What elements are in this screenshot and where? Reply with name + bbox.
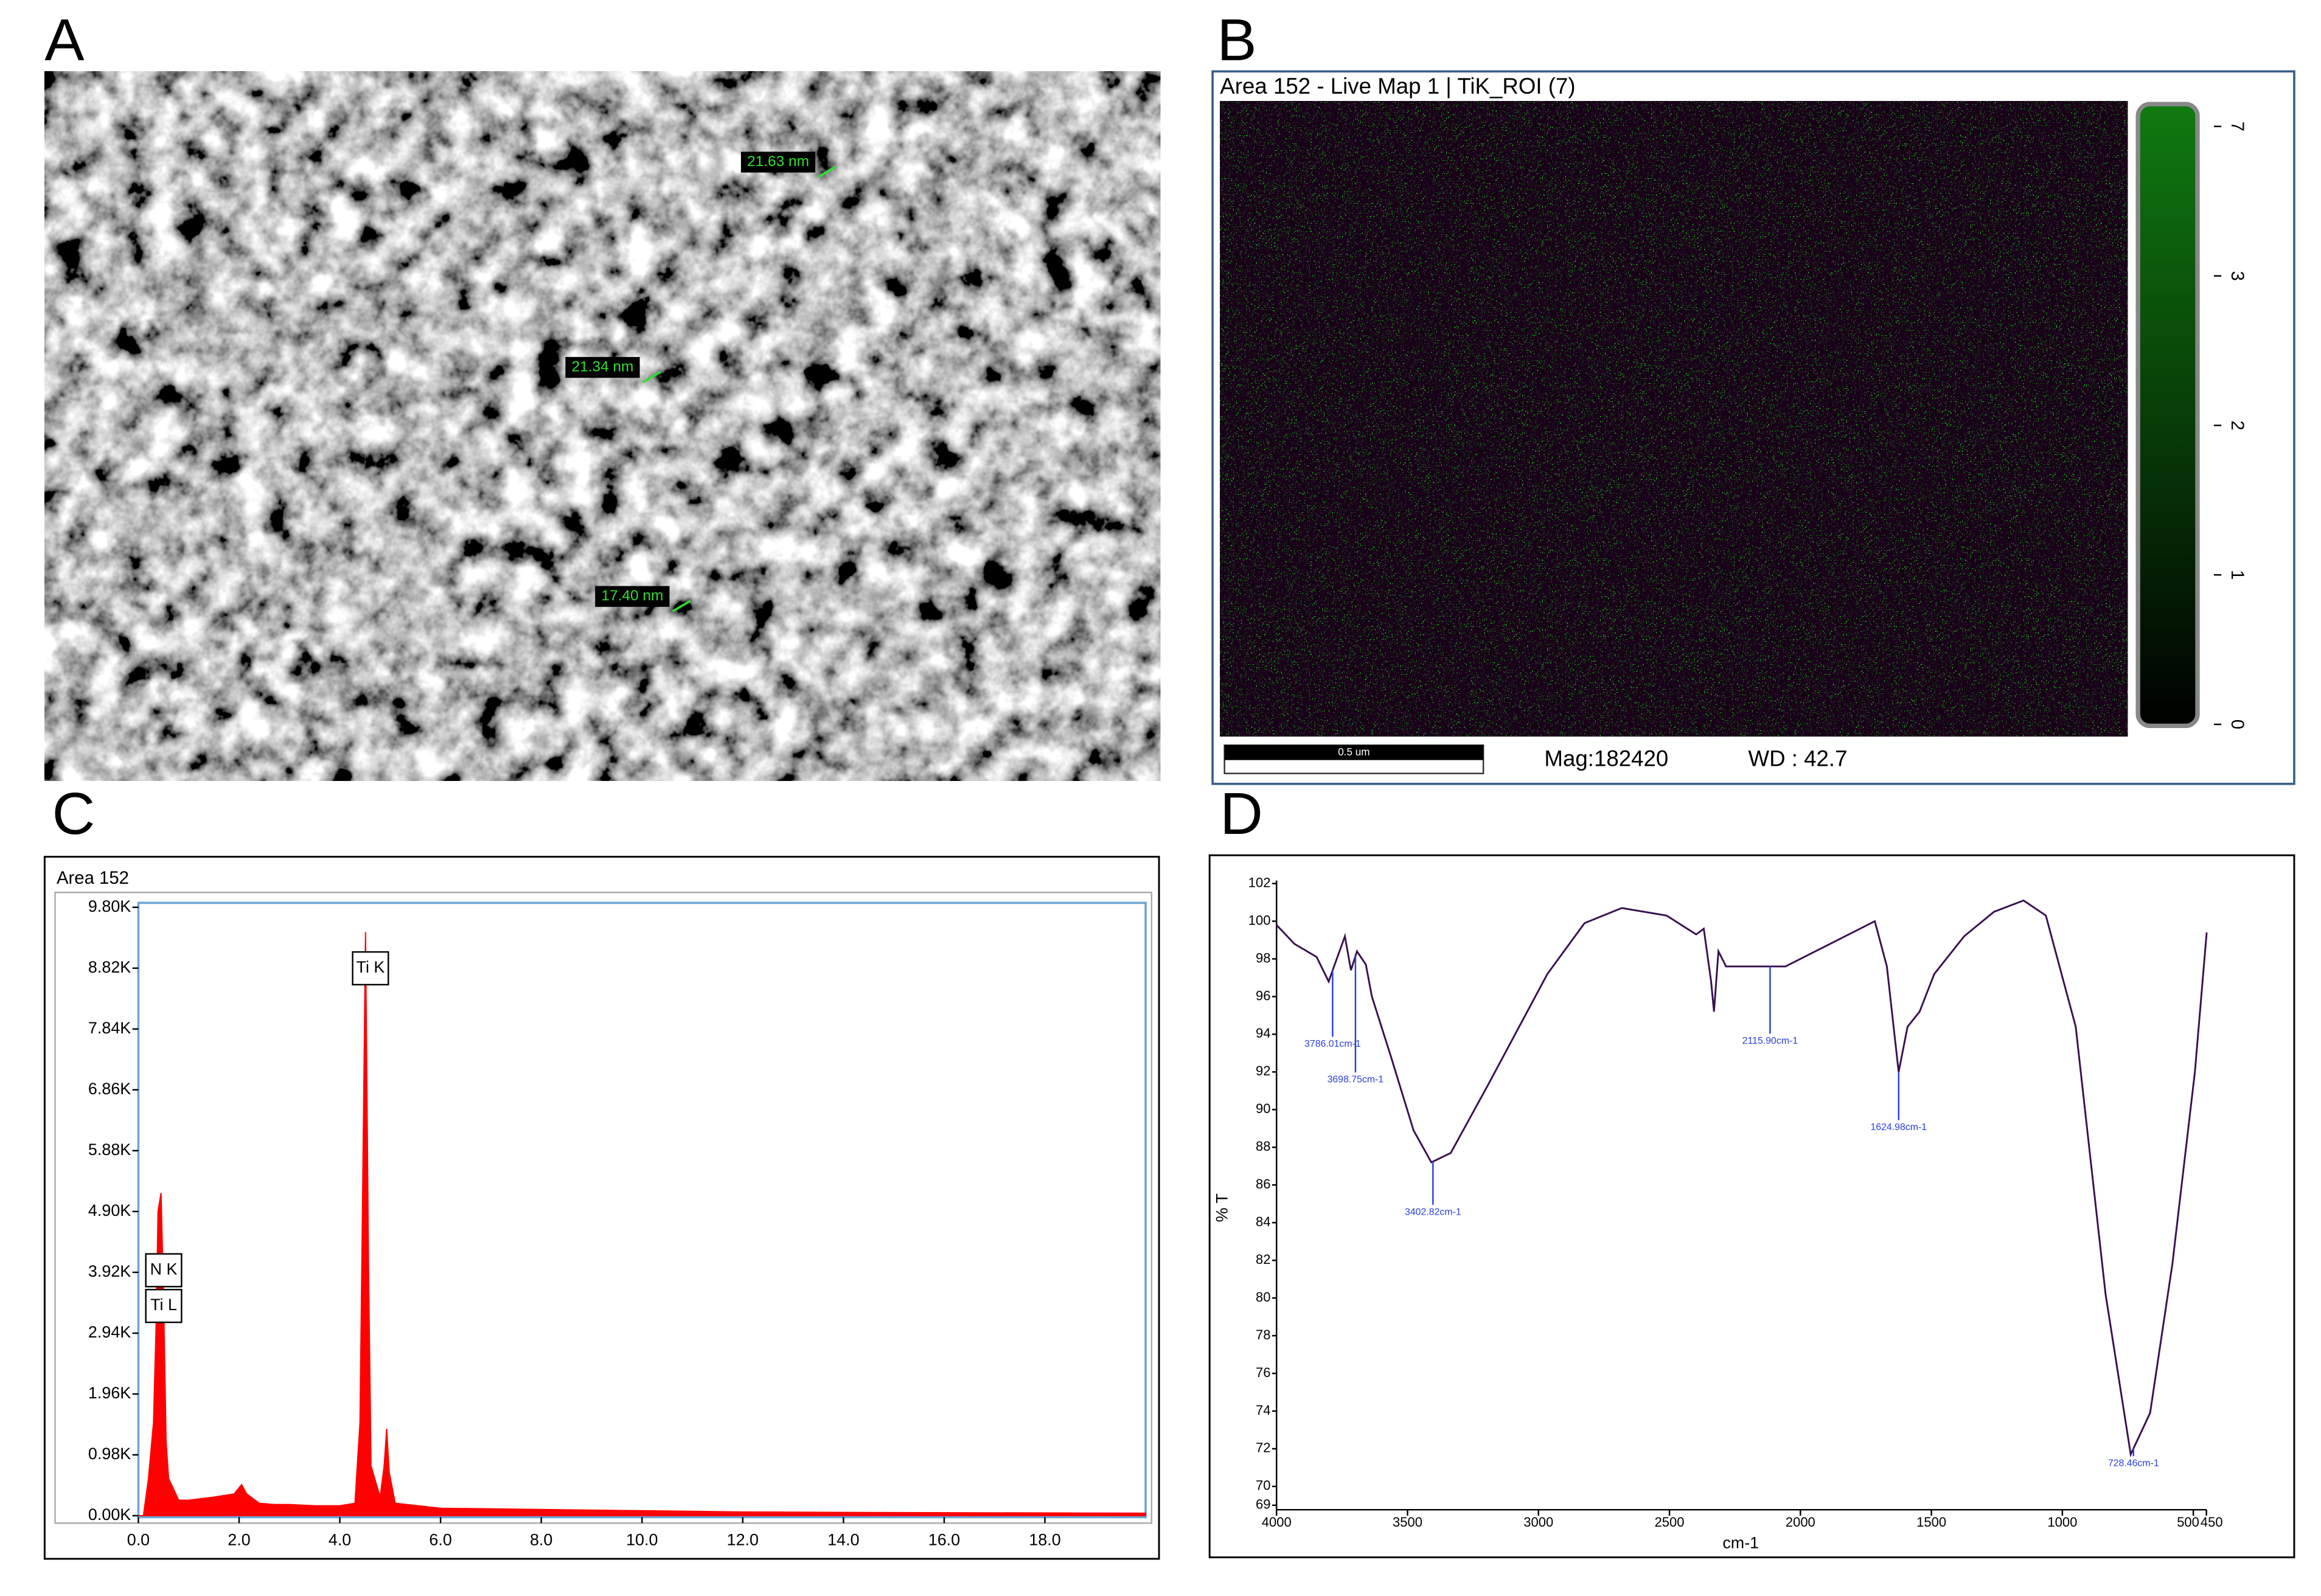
x-tick-label: 18.0 [1029, 1531, 1060, 1549]
y-tick-label: 2.94K [88, 1323, 131, 1341]
x-tick-label: 12.0 [727, 1531, 759, 1549]
peak-label: N K [150, 1260, 178, 1279]
x-tick-label: 450 [2201, 1514, 2223, 1530]
scale-bar [1224, 745, 1484, 760]
y-tick-label: 7.84K [88, 1019, 131, 1037]
panel-label: A [44, 6, 85, 73]
x-tick-label: 2000 [1786, 1514, 1815, 1530]
x-tick-label: 4000 [1262, 1514, 1292, 1530]
colorbar-tick-label: 2 [2227, 420, 2247, 430]
x-tick-label: 2.0 [228, 1531, 250, 1549]
measurement-label: 21.34 nm [571, 358, 633, 375]
spectrum-line [1276, 899, 2208, 1458]
y-tick-label: 4.90K [88, 1201, 131, 1220]
peak-label: Ti L [150, 1296, 177, 1314]
y-tick-label: 96 [1256, 988, 1270, 1003]
y-tick-label: 88 [1256, 1139, 1270, 1154]
measurement-line [672, 600, 691, 612]
y-tick-label: 76 [1256, 1365, 1270, 1380]
y-tick-label: 90 [1256, 1101, 1270, 1116]
peak-label: 3698.75cm-1 [1328, 1075, 1384, 1085]
colorbar-tick-label: 1 [2227, 570, 2247, 580]
y-tick-label: 92 [1256, 1063, 1270, 1078]
chart-title: Area 152 [57, 868, 129, 888]
y-tick-label: 84 [1256, 1214, 1270, 1229]
y-tick-label: 9.80K [88, 897, 131, 915]
y-tick-label: 0.98K [88, 1445, 131, 1463]
measurement-label: 17.40 nm [601, 588, 663, 604]
x-tick-label: 0.0 [127, 1531, 150, 1549]
y-tick-label: 5.88K [88, 1140, 131, 1159]
x-tick-label: 1500 [1916, 1514, 1946, 1530]
measurement-label: 21.63 nm [747, 153, 809, 170]
scale-bar-label: 0.5 um [1338, 746, 1369, 758]
sem-image [44, 71, 1161, 781]
x-axis-label: cm-1 [1722, 1534, 1759, 1552]
y-tick-label: 100 [1248, 912, 1271, 928]
y-tick-label: 8.82K [88, 958, 131, 976]
y-tick-label: 94 [1256, 1025, 1270, 1041]
y-tick-label: 69 [1256, 1497, 1270, 1512]
colorbar-tick-label: 3 [2227, 271, 2247, 280]
map-title: Area 152 - Live Map 1 | TiK_ROI (7) [1220, 74, 1575, 99]
panel-label: C [52, 780, 96, 847]
x-tick-label: 4.0 [329, 1531, 351, 1549]
measurement-line [818, 165, 837, 178]
peak-box [145, 1289, 183, 1324]
y-tick-label: 98 [1256, 950, 1270, 965]
measurement-line [642, 370, 661, 384]
x-tick-label: 3000 [1523, 1514, 1553, 1530]
y-tick-label: 70 [1256, 1478, 1270, 1493]
map-image [1220, 101, 2128, 737]
x-tick-label: 16.0 [928, 1531, 960, 1549]
measurement-box [565, 356, 640, 378]
x-tick-label: 1000 [2047, 1514, 2077, 1530]
x-tick-label: 2500 [1655, 1514, 1685, 1530]
colorbar [2135, 102, 2200, 729]
y-tick-label: 78 [1256, 1327, 1270, 1342]
measurement-box [595, 586, 670, 607]
y-tick-label: 1.96K [88, 1384, 131, 1402]
x-tick-label: 8.0 [530, 1531, 552, 1549]
x-tick-label: 14.0 [827, 1531, 859, 1549]
measurement-box [740, 151, 816, 173]
x-tick-label: 6.0 [429, 1531, 451, 1549]
magnification: Mag:182420 [1544, 746, 1668, 771]
peak-label: 1624.98cm-1 [1870, 1122, 1927, 1133]
y-tick-label: 74 [1256, 1403, 1270, 1418]
x-tick-label: 10.0 [626, 1531, 658, 1549]
peak-box [145, 1253, 183, 1288]
eds-inner-frame [54, 892, 1153, 1524]
ftir-frame [1208, 854, 2295, 1558]
peak-label: Ti K [357, 958, 385, 976]
working-distance: WD : 42.7 [1748, 746, 1847, 771]
x-tick-label: 500 [2177, 1514, 2199, 1530]
colorbar-tick-label: 0 [2227, 720, 2247, 729]
spectrum-area [138, 932, 1147, 1516]
y-tick-label: 82 [1256, 1252, 1270, 1267]
y-tick-label: 86 [1256, 1176, 1270, 1192]
peak-box [352, 951, 389, 986]
y-tick-label: 6.86K [88, 1080, 131, 1098]
peak-label: 3402.82cm-1 [1405, 1207, 1461, 1217]
peak-label: 728.46cm-1 [2108, 1459, 2159, 1469]
panel-label: B [1217, 6, 1256, 73]
y-axis-label: % T [1213, 1193, 1231, 1222]
y-tick-label: 80 [1256, 1289, 1270, 1305]
y-tick-label: 0.00K [88, 1505, 131, 1524]
y-tick-label: 3.92K [88, 1262, 131, 1280]
panel-label: D [1220, 780, 1263, 847]
peak-label: 2115.90cm-1 [1742, 1036, 1798, 1046]
y-tick-label: 102 [1248, 875, 1271, 890]
y-tick-label: 72 [1256, 1440, 1270, 1455]
peak-label: 3786.01cm-1 [1304, 1039, 1361, 1049]
x-tick-label: 3500 [1393, 1514, 1422, 1530]
colorbar-tick-label: 7 [2227, 122, 2247, 131]
